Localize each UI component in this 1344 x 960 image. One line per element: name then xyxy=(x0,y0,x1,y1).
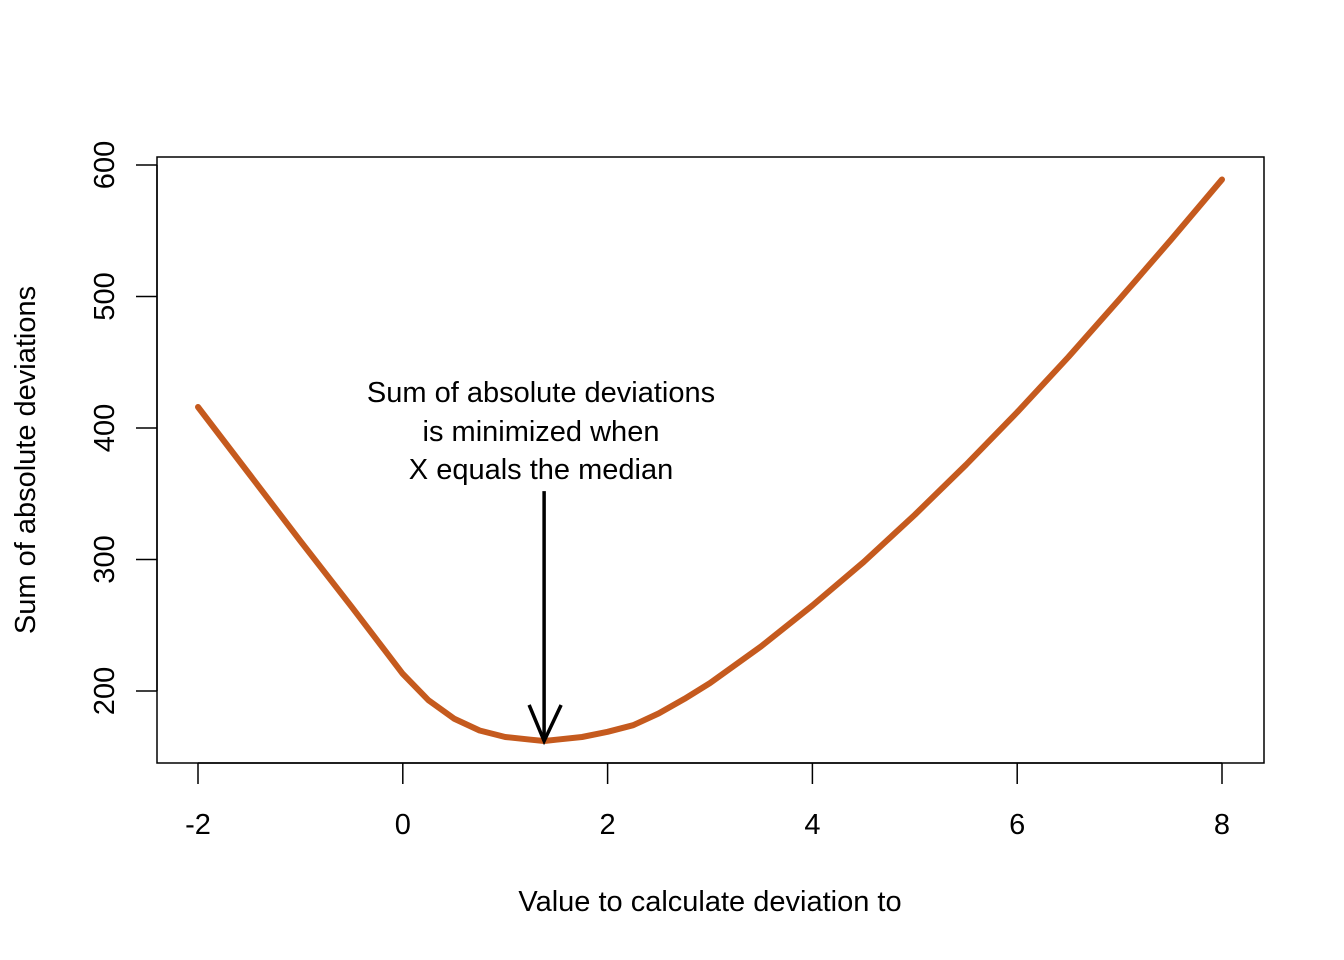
annotation-line: X equals the median xyxy=(409,454,673,486)
x-tick-label: 0 xyxy=(395,809,411,841)
x-axis: -2 0 2 4 6 8 xyxy=(185,762,1230,841)
x-tick-label: 4 xyxy=(804,809,820,841)
x-tick-label: 6 xyxy=(1009,809,1025,841)
y-tick-label: 200 xyxy=(89,667,121,715)
plot-frame xyxy=(156,156,1265,764)
y-tick-label: 400 xyxy=(89,404,121,452)
y-axis-title: Sum of absolute deviations xyxy=(10,286,42,634)
x-axis-title: Value to calculate deviation to xyxy=(518,886,901,918)
deviation-curve xyxy=(195,176,1225,744)
x-tick-label: 2 xyxy=(600,809,616,841)
y-axis: 200 300 400 500 600 xyxy=(89,141,158,715)
median-annotation: Sum of absolute deviations is minimized w… xyxy=(367,377,715,746)
x-tick-label: -2 xyxy=(185,809,211,841)
x-tick-label: 8 xyxy=(1214,809,1230,841)
annotation-arrow-head xyxy=(527,704,563,746)
y-tick-label: 300 xyxy=(89,535,121,583)
annotation-line: Sum of absolute deviations xyxy=(367,377,715,409)
y-tick-label: 600 xyxy=(89,141,121,189)
annotation-line: is minimized when xyxy=(423,416,660,448)
y-tick-label: 500 xyxy=(89,272,121,320)
